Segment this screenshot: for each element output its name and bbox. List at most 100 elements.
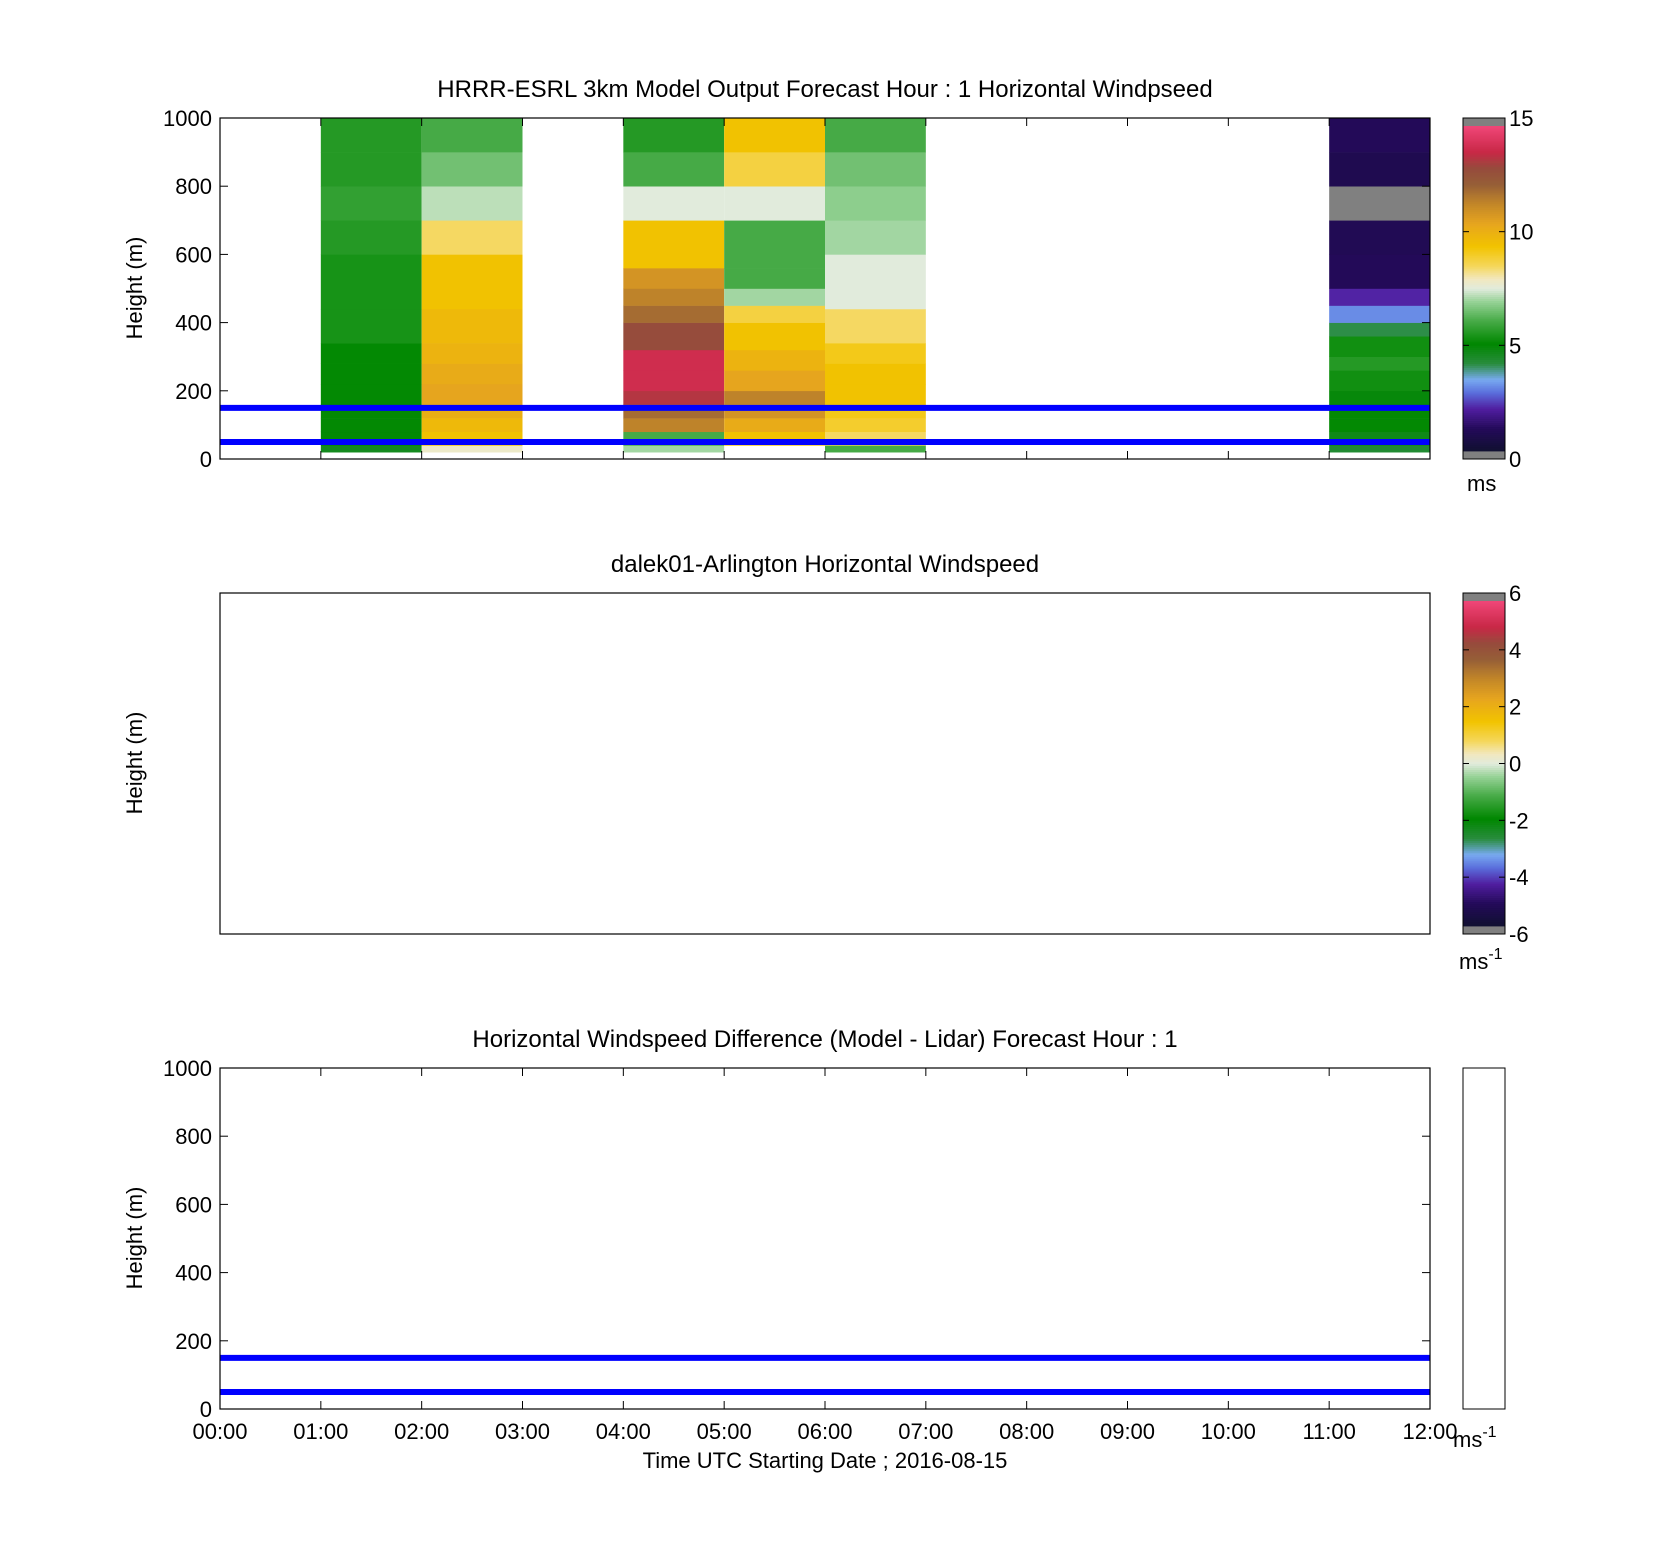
colorbar-band — [1463, 150, 1505, 153]
heatmap-cell — [421, 343, 523, 364]
colorbar-band — [1463, 404, 1505, 407]
colorbar: 0 5 10 15 ms — [1462, 106, 1533, 496]
colorbar-band — [1463, 601, 1505, 604]
colorbar-band — [1463, 686, 1505, 689]
colorbar-band — [1463, 808, 1505, 811]
colorbar: -6 -4 -2 0 2 4 6 ms-1 — [1459, 581, 1529, 974]
heatmap-cell — [320, 418, 422, 433]
colorbar-band — [1463, 233, 1505, 237]
colorbar-band — [1463, 243, 1505, 247]
panel-title: Horizontal Windspeed Difference (Model -… — [472, 1026, 1177, 1053]
colorbar-band — [1463, 647, 1505, 651]
colorbar-band — [1463, 428, 1505, 432]
colorbar-tick-label: 15 — [1509, 106, 1533, 131]
heatmap-cell — [623, 322, 725, 351]
x-tick-label: 02:00 — [394, 1419, 449, 1444]
colorbar-band — [1463, 627, 1505, 630]
colorbar-band — [1463, 323, 1505, 326]
colorbar-band — [1463, 708, 1505, 712]
colorbar-band — [1463, 724, 1505, 728]
colorbar-band — [1463, 170, 1505, 174]
colorbar-band — [1463, 718, 1505, 722]
panel-lidar: dalek01-Arlington Horizontal Windspeed H… — [122, 551, 1529, 1444]
colorbar-band — [1463, 211, 1505, 214]
colorbar-unit: ms — [1467, 471, 1496, 496]
colorbar-band — [1463, 381, 1505, 385]
colorbar-band — [1463, 130, 1505, 133]
colorbar-band — [1463, 375, 1505, 379]
heatmap-cell — [421, 186, 523, 221]
colorbar-band — [1463, 436, 1505, 440]
colorbar-band — [1463, 160, 1505, 163]
colorbar-band — [1463, 661, 1505, 665]
colorbar-unit-label: ms-1 — [1459, 946, 1503, 974]
heatmap-cell — [623, 186, 725, 221]
colorbar-band — [1463, 814, 1505, 817]
colorbar-band — [1463, 154, 1505, 157]
colorbar-band — [1463, 182, 1505, 186]
colorbar-band — [1463, 156, 1505, 159]
colorbar-band — [1463, 663, 1505, 667]
colorbar-band — [1463, 820, 1505, 823]
colorbar-band — [1463, 418, 1505, 421]
colorbar-band — [1463, 645, 1505, 649]
colorbar-band — [1463, 881, 1505, 884]
colorbar-under-range — [1463, 451, 1505, 459]
x-tick-label: 04:00 — [596, 1419, 651, 1444]
heatmap-cell — [825, 383, 926, 405]
colorbar-band — [1463, 146, 1505, 149]
heatmap-cell — [320, 343, 422, 364]
y-tick-label: 1000 — [163, 106, 212, 131]
colorbar-band — [1463, 402, 1505, 405]
y-tick-label: 400 — [175, 311, 212, 336]
colorbar-band — [1463, 751, 1505, 754]
colorbar-band — [1463, 765, 1505, 768]
colorbar-band — [1463, 865, 1505, 868]
colorbar-band — [1463, 347, 1505, 350]
x-axis-label: Time UTC Starting Date ; 2016-08-15 — [643, 1448, 1008, 1473]
colorbar-band — [1463, 907, 1505, 911]
heatmap-cell — [724, 268, 825, 289]
colorbar-band — [1463, 398, 1505, 401]
colorbar-band — [1463, 651, 1505, 655]
colorbar-band — [1463, 448, 1505, 452]
heatmap-cell — [825, 445, 926, 453]
colorbar-band — [1463, 611, 1505, 614]
colorbar-band — [1463, 698, 1505, 701]
colorbar-band — [1463, 773, 1505, 777]
colorbar-band — [1463, 272, 1505, 275]
colorbar-tick-label: 5 — [1509, 333, 1521, 358]
colorbar-band — [1463, 818, 1505, 821]
colorbar-tick-label: -6 — [1509, 922, 1529, 947]
heatmap-cell — [320, 152, 422, 187]
colorbar-band — [1463, 676, 1505, 679]
colorbar-band — [1463, 292, 1505, 295]
colorbar-band — [1463, 128, 1505, 131]
colorbar-band — [1463, 657, 1505, 661]
x-tick-label: 09:00 — [1100, 1419, 1155, 1444]
colorbar-band — [1463, 351, 1505, 354]
colorbar-band — [1463, 899, 1505, 903]
x-tick-label: 10:00 — [1201, 1419, 1256, 1444]
colorbar-gradient — [1463, 593, 1505, 934]
colorbar-band — [1463, 607, 1505, 610]
colorbar-band — [1463, 223, 1505, 226]
colorbar-band — [1463, 923, 1505, 927]
colorbar-band — [1463, 406, 1505, 409]
heatmap-cell — [724, 152, 825, 187]
x-ticks — [219, 118, 1431, 459]
colorbar-band — [1463, 747, 1505, 750]
colorbar-band — [1463, 253, 1505, 257]
colorbar-band — [1463, 834, 1505, 838]
colorbar-band — [1463, 911, 1505, 915]
colorbar-band — [1463, 684, 1505, 687]
x-tick-label: 05:00 — [697, 1419, 752, 1444]
colorbar-band — [1463, 349, 1505, 352]
colorbar-band — [1463, 731, 1505, 734]
heatmap-cell — [1329, 152, 1430, 187]
x-tick-label: 08:00 — [999, 1419, 1054, 1444]
colorbar-band — [1463, 276, 1505, 279]
heatmap-cell — [320, 308, 422, 344]
colorbar-band — [1463, 239, 1505, 243]
colorbar-band — [1463, 377, 1505, 381]
